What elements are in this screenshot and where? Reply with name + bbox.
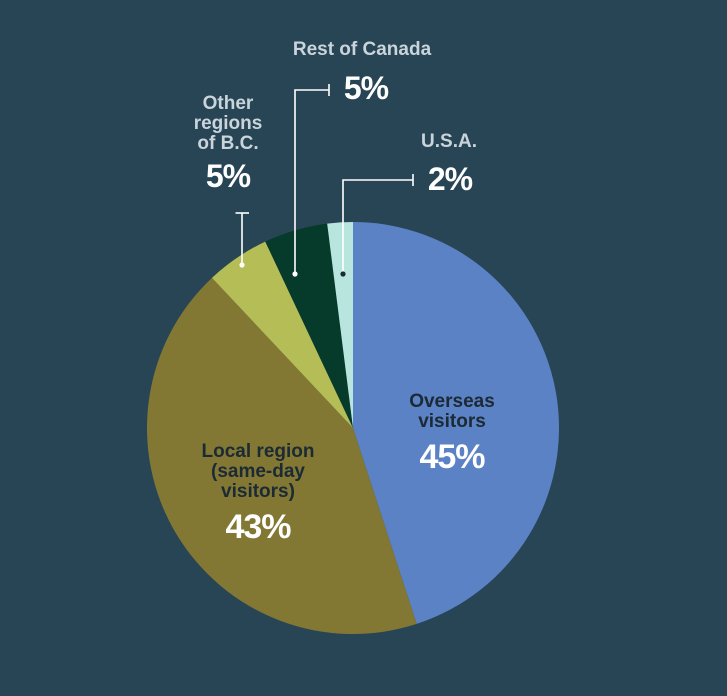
leader-line-rest-canada — [292, 84, 330, 277]
slice-name-other-bc-line3: of B.C. — [197, 132, 259, 154]
pie-slice-usa — [327, 222, 353, 428]
leader-stem-rest-canada — [294, 89, 329, 272]
slice-value-usa: 2% — [427, 161, 473, 197]
slice-name-overseas-line2: visitors — [418, 410, 486, 432]
leader-stem-usa — [342, 179, 413, 272]
slice-value-rest-canada: 5% — [343, 70, 389, 106]
slice-name-overseas-line1: Overseas — [409, 391, 495, 412]
pie-slice-local — [146, 277, 417, 635]
pie-slice-other_bc — [211, 241, 353, 428]
slice-label-other-bc: Other regions of B.C. 5% — [180, 94, 276, 193]
leader-dot-other-bc — [239, 262, 245, 268]
leader-dot-rest-canada — [292, 271, 298, 277]
pie-slice-rest_canada — [265, 223, 353, 428]
slice-value-local: 43% — [225, 507, 291, 546]
leader-dot-usa — [340, 271, 346, 277]
leader-line-usa — [340, 174, 414, 277]
slice-name-other-bc-line2: regions — [193, 112, 263, 134]
slice-value-overseas: 45% — [419, 437, 485, 476]
slice-name-local-line1: Local region — [201, 441, 315, 462]
slice-name-rest-canada: Rest of Canada — [292, 39, 432, 60]
slice-label-overseas: Overseas visitors 45% — [382, 392, 522, 476]
leader-line-other-bc — [235, 212, 249, 268]
slice-value-other-bc: 5% — [205, 157, 251, 194]
slice-name-local-line3: visitors) — [221, 480, 295, 502]
slice-name-local-line2: (same-day — [211, 460, 305, 482]
slice-label-local: Local region (same-day visitors) 43% — [178, 442, 338, 546]
pie-slice-overseas — [353, 221, 560, 624]
slice-name-usa: U.S.A. — [421, 131, 477, 152]
slice-name-other-bc-line1: Other — [202, 93, 254, 114]
